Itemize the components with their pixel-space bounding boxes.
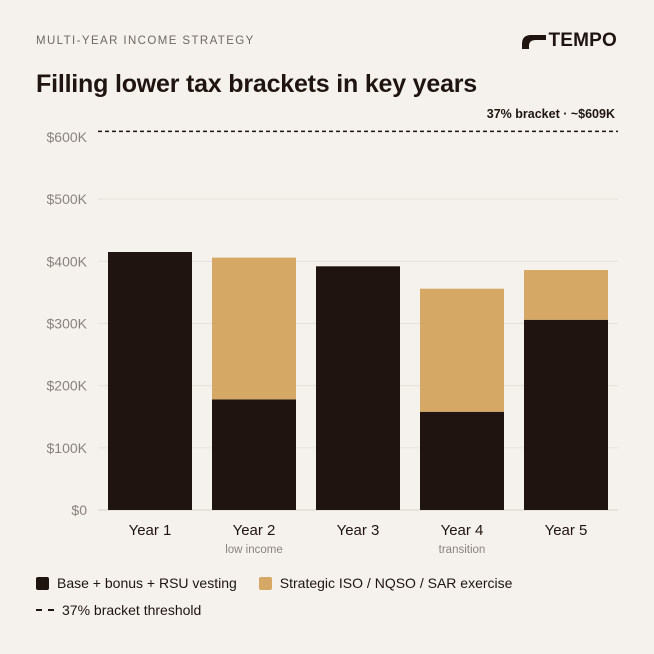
x-category-sublabel: transition bbox=[439, 544, 486, 556]
threshold: 37% bracket · ~$609K bbox=[98, 107, 618, 133]
legend-item-threshold: 37% bracket threshold bbox=[36, 602, 201, 618]
tempo-logo-icon bbox=[522, 35, 547, 49]
y-tick-label: $0 bbox=[71, 502, 87, 518]
x-category-sublabel: low income bbox=[225, 544, 283, 556]
y-tick-label: $400K bbox=[47, 253, 88, 269]
x-axis-labels: Year 1 Year 2 low income Year 3 Year 4 transi… bbox=[129, 522, 588, 556]
y-tick-label: $200K bbox=[47, 378, 88, 394]
legend: Base + bonus + RSU vesting Strategic ISO… bbox=[36, 573, 534, 620]
y-tick-label: $100K bbox=[47, 440, 88, 456]
bar-strategic-2 bbox=[212, 257, 296, 400]
brand-name: TEMPO bbox=[548, 30, 617, 51]
legend-label-base: Base + bonus + RSU vesting bbox=[57, 575, 237, 591]
x-category-label: Year 5 bbox=[545, 522, 588, 539]
bar-base-3 bbox=[316, 266, 400, 510]
legend-label-strategic: Strategic ISO / NQSO / SAR exercise bbox=[279, 575, 513, 591]
bar-base-5 bbox=[524, 319, 608, 510]
eyebrow-label: MULTI-YEAR INCOME STRATEGY bbox=[36, 35, 255, 47]
y-tick-label: $500K bbox=[47, 191, 88, 207]
legend-swatch-threshold bbox=[36, 609, 54, 611]
x-category-label: Year 4 bbox=[441, 522, 484, 539]
bar-base-1 bbox=[108, 252, 192, 510]
legend-label-threshold: 37% bracket threshold bbox=[62, 602, 202, 618]
chart-title: Filling lower tax brackets in key years bbox=[36, 70, 478, 98]
x-category-label: Year 1 bbox=[129, 522, 172, 539]
bar-base-4 bbox=[420, 411, 504, 510]
legend-item-base: Base + bonus + RSU vesting bbox=[36, 575, 237, 591]
threshold-label: 37% bracket · ~$609K bbox=[487, 107, 615, 121]
bar-strategic-4 bbox=[420, 288, 504, 412]
x-category-label: Year 2 bbox=[233, 522, 276, 539]
x-category-label: Year 3 bbox=[337, 522, 380, 539]
legend-swatch-strategic bbox=[258, 576, 272, 590]
bars bbox=[108, 252, 608, 510]
bar-strategic-5 bbox=[524, 270, 608, 320]
legend-swatch-base bbox=[36, 576, 49, 590]
y-tick-label: $600K bbox=[47, 129, 88, 145]
brand-logo: TEMPO bbox=[521, 30, 617, 52]
legend-item-strategic: Strategic ISO / NQSO / SAR exercise bbox=[258, 575, 513, 591]
bar-base-2 bbox=[212, 399, 296, 510]
y-axis-ticks: $0 $100K $200K $300K $400K $500K $600K bbox=[47, 129, 88, 518]
y-tick-label: $300K bbox=[47, 316, 88, 332]
